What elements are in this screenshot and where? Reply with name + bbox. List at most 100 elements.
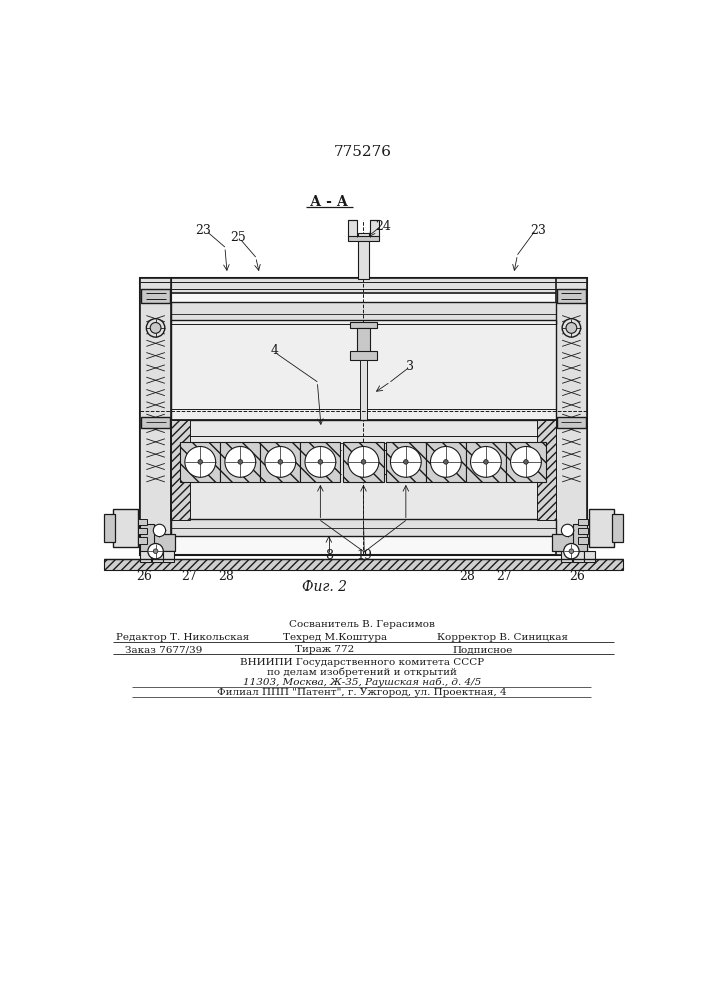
Bar xyxy=(348,235,379,241)
Text: Фиг. 2: Фиг. 2 xyxy=(303,580,348,594)
Circle shape xyxy=(569,549,573,554)
Text: 27: 27 xyxy=(181,570,197,583)
Bar xyxy=(180,442,221,482)
Text: Техред М.Коштура: Техред М.Коштура xyxy=(283,633,387,642)
Bar xyxy=(171,420,190,520)
Bar xyxy=(138,519,147,525)
Bar xyxy=(578,537,588,544)
Circle shape xyxy=(562,319,580,337)
Circle shape xyxy=(265,446,296,477)
Bar xyxy=(140,534,175,551)
Bar xyxy=(140,524,154,555)
Bar xyxy=(113,509,138,547)
Bar xyxy=(141,417,170,428)
Circle shape xyxy=(390,446,421,477)
Circle shape xyxy=(404,460,408,464)
Bar xyxy=(260,442,300,482)
Bar xyxy=(171,420,556,520)
Text: 24: 24 xyxy=(375,220,391,233)
Circle shape xyxy=(471,446,501,477)
Bar xyxy=(370,220,379,237)
Text: ВНИИПИ Государственного комитета СССР: ВНИИПИ Государственного комитета СССР xyxy=(240,658,484,667)
Bar xyxy=(104,514,115,542)
Circle shape xyxy=(238,460,243,464)
Circle shape xyxy=(153,524,165,537)
Bar xyxy=(171,302,556,324)
Text: 23: 23 xyxy=(195,224,211,237)
Bar xyxy=(138,537,147,544)
Circle shape xyxy=(510,446,542,477)
Bar xyxy=(358,233,369,279)
Circle shape xyxy=(566,323,577,333)
Text: 28: 28 xyxy=(460,570,475,583)
Text: Корректор В. Синицкая: Корректор В. Синицкая xyxy=(437,633,568,642)
Bar xyxy=(348,220,357,237)
Text: Редактор Т. Никольская: Редактор Т. Никольская xyxy=(116,633,249,642)
Circle shape xyxy=(185,446,216,477)
Bar xyxy=(578,519,588,525)
Circle shape xyxy=(148,544,163,559)
Circle shape xyxy=(524,460,528,464)
Bar xyxy=(171,320,556,420)
Text: 4: 4 xyxy=(271,344,279,358)
Bar xyxy=(104,559,623,570)
Bar xyxy=(557,289,586,303)
Circle shape xyxy=(361,460,366,464)
Circle shape xyxy=(198,460,203,464)
Circle shape xyxy=(225,446,256,477)
Bar xyxy=(552,534,587,551)
Text: 27: 27 xyxy=(496,570,513,583)
Bar xyxy=(360,360,368,420)
Bar xyxy=(556,278,587,555)
Bar xyxy=(506,442,546,482)
Text: 25: 25 xyxy=(230,231,246,244)
Circle shape xyxy=(305,446,336,477)
Bar xyxy=(300,442,340,482)
Text: 8: 8 xyxy=(325,549,333,562)
Text: Филиал ППП "Патент", г. Ужгород, ул. Проектная, 4: Филиал ППП "Патент", г. Ужгород, ул. Про… xyxy=(217,688,507,697)
Bar xyxy=(612,514,623,542)
Bar xyxy=(351,322,377,328)
Bar xyxy=(561,551,572,562)
Bar xyxy=(557,417,586,428)
Text: 26: 26 xyxy=(136,570,152,583)
Text: А - А: А - А xyxy=(310,195,348,209)
Bar xyxy=(573,524,587,555)
Circle shape xyxy=(561,524,573,537)
Bar xyxy=(163,551,174,562)
Bar xyxy=(171,519,556,536)
Bar xyxy=(140,278,171,555)
Text: 26: 26 xyxy=(570,570,585,583)
Text: 3: 3 xyxy=(406,360,414,373)
Circle shape xyxy=(443,460,448,464)
Circle shape xyxy=(278,460,283,464)
Bar xyxy=(344,442,383,482)
Bar xyxy=(589,509,614,547)
Bar xyxy=(138,528,147,534)
Text: Заказ 7677/39: Заказ 7677/39 xyxy=(124,645,202,654)
Text: 23: 23 xyxy=(530,224,547,237)
Circle shape xyxy=(146,319,165,337)
Text: 775276: 775276 xyxy=(334,145,392,159)
Bar xyxy=(426,442,466,482)
Text: Подписное: Подписное xyxy=(452,645,513,654)
Bar xyxy=(140,278,587,555)
Circle shape xyxy=(153,549,158,554)
Text: 28: 28 xyxy=(218,570,233,583)
Bar xyxy=(585,551,595,562)
Text: Тираж 772: Тираж 772 xyxy=(296,645,355,654)
Circle shape xyxy=(484,460,489,464)
Bar xyxy=(466,442,506,482)
Bar xyxy=(578,528,588,534)
Bar xyxy=(141,289,170,303)
Circle shape xyxy=(348,446,379,477)
Circle shape xyxy=(318,460,322,464)
Text: 11303, Москва, Ж-35, Раушская наб., д. 4/5: 11303, Москва, Ж-35, Раушская наб., д. 4… xyxy=(243,677,481,687)
Circle shape xyxy=(563,544,579,559)
Bar xyxy=(573,551,584,562)
Bar xyxy=(221,442,260,482)
Circle shape xyxy=(150,323,161,333)
Circle shape xyxy=(431,446,461,477)
Text: по делам изобретений и открытий: по делам изобретений и открытий xyxy=(267,667,457,677)
Bar xyxy=(537,420,556,520)
